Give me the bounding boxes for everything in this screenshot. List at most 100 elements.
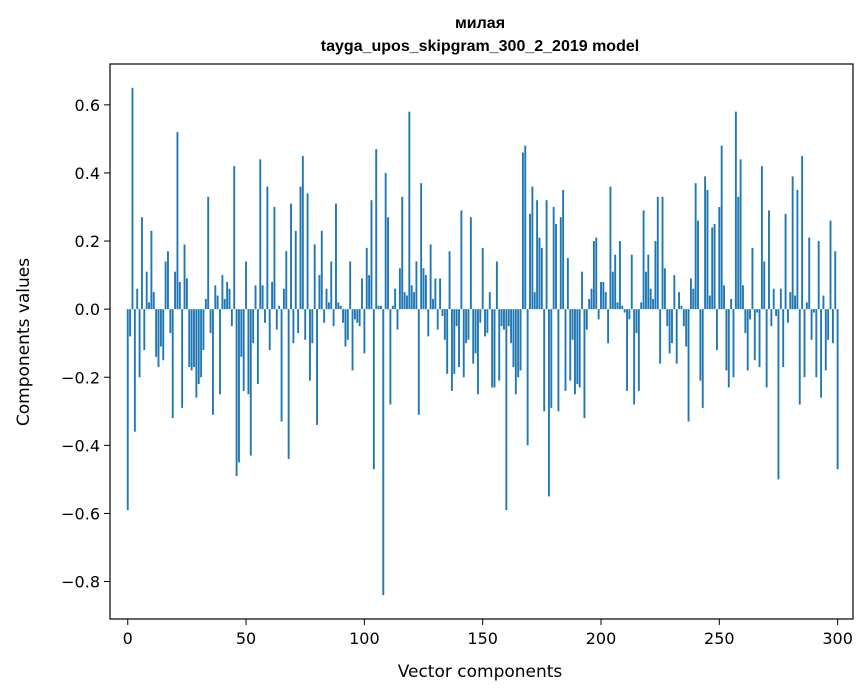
bar-171 — [531, 186, 534, 310]
bar-2 — [131, 87, 134, 310]
bar-7 — [143, 309, 146, 351]
bar-146 — [472, 309, 475, 364]
bar-36 — [211, 309, 214, 415]
bar-151 — [484, 309, 486, 337]
bar-95 — [351, 309, 354, 371]
bar-35 — [209, 309, 212, 333]
bar-44 — [230, 309, 233, 327]
bar-20 — [174, 271, 177, 310]
bar-4 — [136, 288, 139, 310]
x-tick-label: 150 — [467, 629, 498, 648]
x-tick-label: 250 — [704, 629, 735, 648]
bar-137 — [450, 309, 453, 391]
bar-15 — [162, 309, 165, 361]
bar-158 — [500, 309, 503, 327]
bar-281 — [791, 176, 794, 310]
bar-283 — [796, 189, 799, 310]
bar-16 — [164, 261, 167, 310]
bar-11 — [152, 292, 155, 310]
y-tick-label: 0.2 — [75, 232, 100, 251]
bar-193 — [583, 309, 586, 419]
bar-46 — [235, 309, 238, 476]
bar-196 — [590, 288, 593, 310]
bar-141 — [460, 210, 463, 310]
bar-245 — [706, 189, 709, 310]
bar-110 — [387, 217, 389, 310]
bar-262 — [746, 309, 749, 371]
bar-27 — [190, 309, 193, 371]
bar-52 — [249, 309, 252, 456]
bar-32 — [202, 309, 205, 351]
bar-101 — [365, 247, 368, 310]
bar-0 — [126, 309, 129, 511]
bar-228 — [666, 309, 669, 327]
bar-203 — [607, 309, 610, 344]
bar-164 — [514, 309, 517, 395]
y-tick-label: −0.4 — [61, 436, 100, 455]
chart-title: милая — [455, 15, 505, 32]
bar-153 — [488, 292, 491, 310]
bar-134 — [443, 309, 446, 340]
x-tick-label: 200 — [586, 629, 617, 648]
bar-180 — [552, 207, 555, 310]
bar-37 — [214, 285, 217, 310]
bar-226 — [661, 196, 664, 310]
bar-214 — [633, 309, 636, 405]
bar-292 — [817, 241, 820, 310]
bar-235 — [682, 309, 685, 327]
bar-284 — [798, 309, 801, 405]
bar-299 — [834, 251, 837, 310]
bar-247 — [711, 227, 714, 310]
bar-56 — [259, 159, 262, 310]
bar-61 — [271, 281, 274, 310]
bar-233 — [678, 292, 681, 310]
bar-295 — [824, 309, 827, 371]
bar-251 — [720, 145, 723, 310]
bar-90 — [339, 305, 342, 310]
bar-87 — [332, 309, 335, 327]
bar-40 — [221, 275, 224, 310]
bar-271 — [768, 210, 770, 310]
bar-246 — [708, 295, 711, 310]
bar-290 — [813, 309, 815, 313]
bar-88 — [335, 203, 337, 310]
x-axis-label: Vector components — [398, 662, 563, 682]
y-tick-label: −0.6 — [61, 504, 100, 523]
bar-211 — [626, 309, 628, 391]
bar-169 — [526, 309, 529, 446]
bar-142 — [462, 309, 465, 378]
bar-71 — [294, 230, 297, 310]
bar-297 — [829, 220, 832, 310]
bar-278 — [784, 213, 787, 310]
bar-64 — [278, 305, 281, 310]
bar-29 — [195, 309, 198, 398]
bar-236 — [685, 309, 688, 347]
bar-113 — [394, 288, 397, 310]
bar-202 — [604, 292, 607, 310]
bar-1 — [129, 309, 132, 337]
x-tick-label: 100 — [349, 629, 380, 648]
bar-282 — [794, 295, 796, 310]
bar-255 — [730, 298, 733, 310]
bar-154 — [491, 309, 494, 388]
bar-65 — [280, 309, 283, 422]
plot-frame — [109, 63, 854, 620]
y-tick-label: 0.6 — [75, 96, 100, 115]
bar-195 — [588, 298, 591, 310]
bar-174 — [538, 237, 541, 310]
bar-97 — [356, 309, 359, 323]
bar-257 — [734, 111, 737, 310]
bar-232 — [675, 309, 678, 364]
bar-261 — [744, 309, 747, 333]
bar-206 — [614, 254, 617, 310]
bar-147 — [474, 309, 477, 354]
bar-219 — [645, 271, 647, 310]
bar-104 — [372, 309, 375, 470]
bar-197 — [592, 241, 595, 310]
bar-107 — [379, 305, 382, 310]
bar-132 — [439, 278, 442, 310]
bar-129 — [432, 298, 434, 310]
bar-58 — [264, 309, 266, 323]
bar-172 — [533, 292, 536, 310]
bar-286 — [803, 309, 806, 378]
